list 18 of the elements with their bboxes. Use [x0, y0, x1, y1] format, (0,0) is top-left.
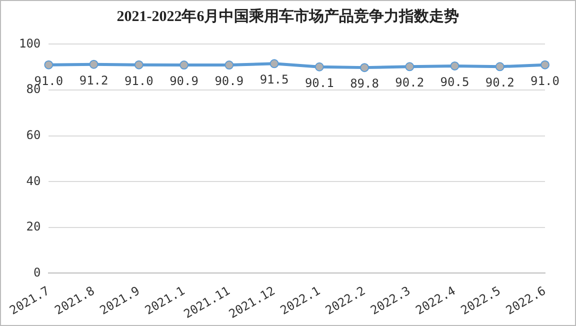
data-label: 90.2 — [395, 76, 424, 90]
data-label: 91.0 — [124, 74, 154, 88]
data-label: 90.5 — [440, 74, 470, 89]
data-label: 90.9 — [170, 74, 198, 88]
data-label: 91.2 — [79, 73, 108, 88]
y-tick-label: 0 — [33, 265, 41, 280]
y-tick-label: 20 — [26, 220, 41, 234]
y-tick-label: 100 — [18, 36, 41, 50]
y-tick-label: 60 — [26, 128, 41, 142]
chart-title: 2021-2022年6月中国乘用车市场产品竞争力指数走势 — [116, 7, 460, 26]
data-label: 90.9 — [214, 74, 244, 88]
data-label: 91.5 — [260, 72, 289, 87]
data-label: 89.8 — [350, 76, 379, 91]
y-tick-label: 80 — [26, 82, 41, 96]
y-tick-label: 40 — [26, 174, 41, 188]
data-label: 90.2 — [485, 76, 514, 90]
data-label: 90.1 — [304, 76, 334, 90]
data-label: 91.0 — [530, 74, 560, 88]
